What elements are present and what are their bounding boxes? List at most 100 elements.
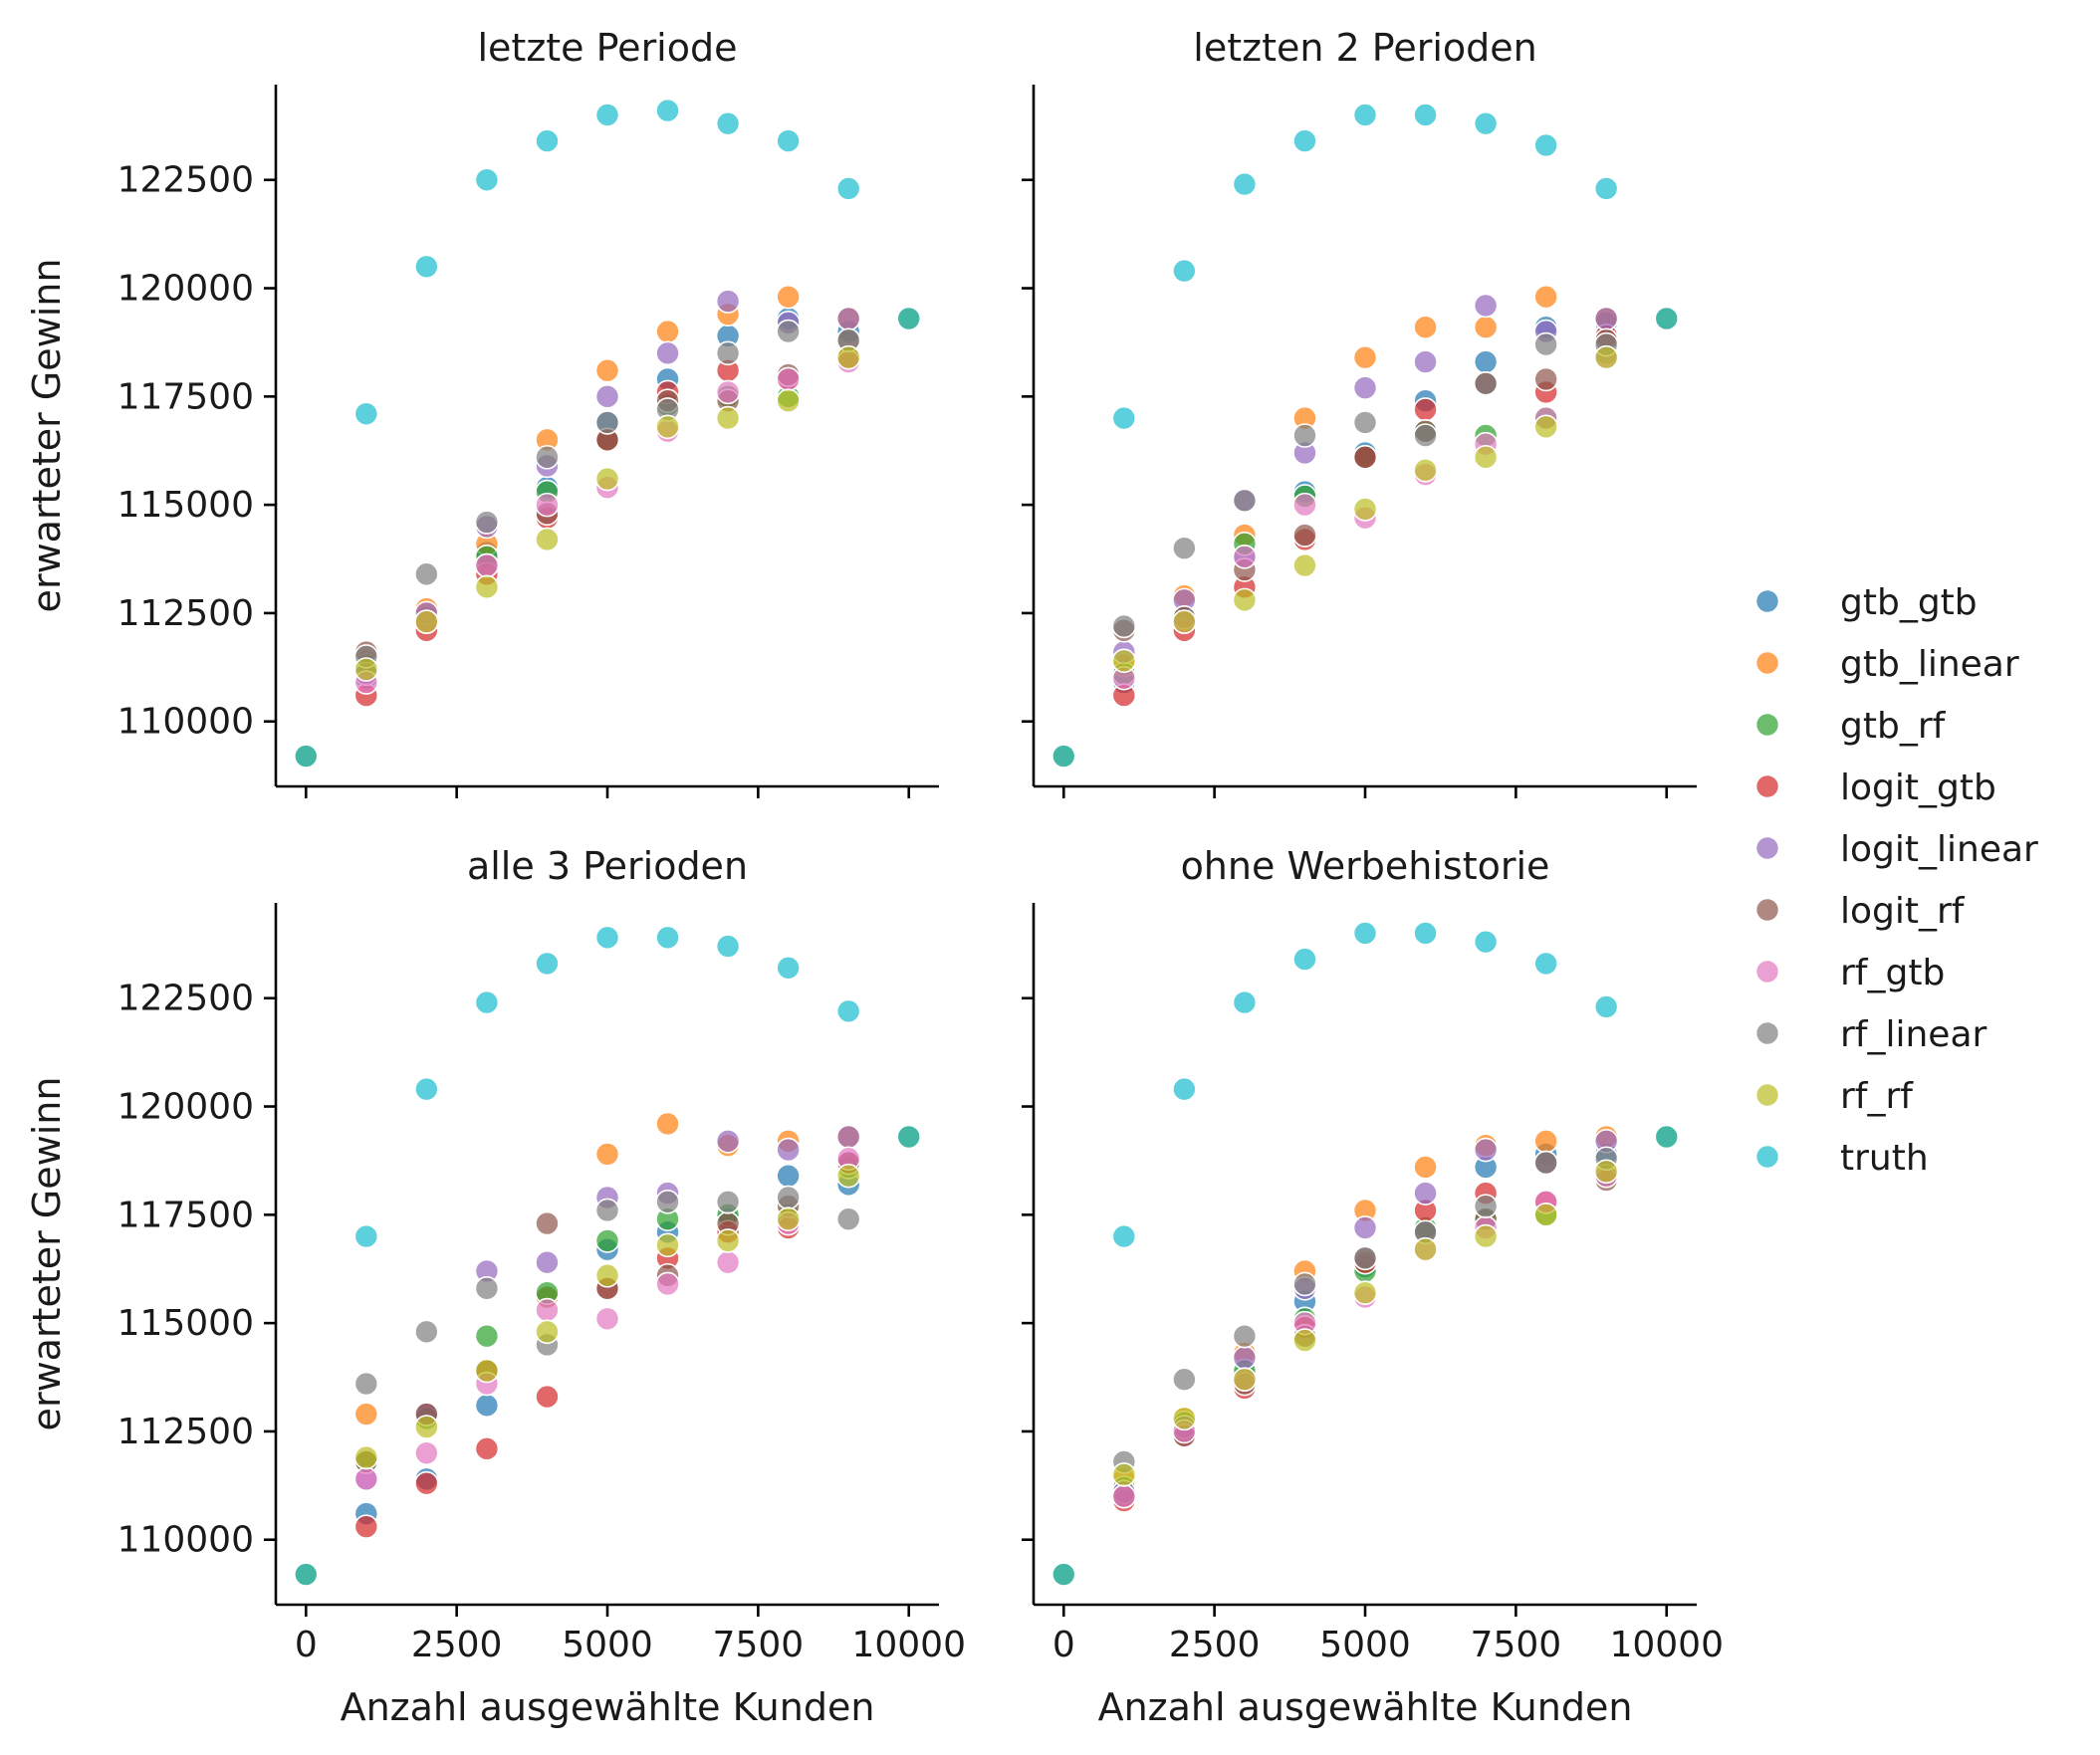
- legend-item-gtb-gtb: gtb_gtb: [1754, 582, 1978, 623]
- data-point-truth: [1292, 947, 1317, 972]
- data-point-rf-rf: [655, 1232, 680, 1258]
- data-point-gtb-linear: [1352, 344, 1378, 370]
- data-point-rf-rf: [1533, 414, 1558, 440]
- legend-item-gtb-linear: gtb_linear: [1754, 644, 2019, 685]
- series-gtb-linear: [293, 284, 922, 768]
- data-point-rf-gtb: [715, 379, 741, 405]
- legend-label: rf_linear: [1840, 1014, 1987, 1055]
- data-point-rf-rf: [535, 527, 560, 552]
- data-point-rf-linear: [1413, 423, 1438, 448]
- data-point-logit-linear: [715, 289, 741, 314]
- data-point-truth: [896, 306, 922, 331]
- data-point-rf-rf: [715, 1228, 741, 1253]
- data-point-rf-linear: [835, 1207, 861, 1231]
- data-point-rf-gtb: [715, 1249, 741, 1275]
- legend-label: rf_rf: [1840, 1076, 1914, 1117]
- data-point-truth: [474, 989, 500, 1015]
- x-tick-label: 0: [1052, 1625, 1075, 1665]
- series-logit-rf: [1050, 1124, 1680, 1587]
- data-point-truth: [776, 955, 801, 981]
- data-point-truth: [1111, 1223, 1137, 1249]
- legend-item-rf-rf: rf_rf: [1754, 1076, 1914, 1117]
- data-point-rf-rf: [776, 388, 801, 413]
- data-point-rf-linear: [655, 1189, 680, 1214]
- data-point-logit-linear: [1352, 375, 1378, 400]
- data-point-logit-linear: [1413, 349, 1438, 374]
- data-point-truth: [1050, 1562, 1076, 1587]
- legend-item-logit-gtb: logit_gtb: [1754, 768, 1996, 808]
- series-logit-linear: [293, 1124, 922, 1587]
- panel-letzten-2-perioden: letzten 2 Perioden: [1022, 26, 1697, 798]
- data-point-truth: [1172, 258, 1197, 284]
- legend-label: rf_gtb: [1840, 953, 1945, 993]
- y-tick-label: 112500: [117, 593, 254, 634]
- legend-label: logit_gtb: [1840, 768, 1996, 808]
- series-gtb-linear: [1050, 1124, 1680, 1587]
- data-point-gtb-linear: [655, 319, 680, 344]
- x-tick-label: 0: [295, 1625, 318, 1665]
- legend-marker: [1754, 1144, 1780, 1170]
- data-point-gtb-linear: [594, 1142, 620, 1167]
- data-point-truth: [535, 128, 560, 153]
- x-tick-label: 10000: [1609, 1625, 1724, 1665]
- data-point-rf-rf: [1111, 1462, 1137, 1487]
- data-point-rf-rf: [835, 1163, 861, 1189]
- y-axis-label: erwarteter Gewinn: [25, 1077, 69, 1431]
- data-point-truth: [1413, 103, 1438, 127]
- legend-item-logit-linear: logit_linear: [1754, 829, 2038, 870]
- data-point-gtb-linear: [776, 284, 801, 310]
- legend-marker: [1754, 588, 1780, 614]
- data-point-rf-rf: [1473, 1223, 1499, 1249]
- data-point-truth: [1533, 951, 1558, 977]
- legend-marker: [1754, 897, 1780, 923]
- data-point-rf-gtb: [655, 1271, 680, 1297]
- data-point-rf-linear: [1172, 536, 1197, 560]
- data-point-rf-linear: [414, 1319, 439, 1345]
- data-point-rf-rf: [1413, 458, 1438, 483]
- data-point-logit-gtb: [474, 1436, 500, 1461]
- data-point-gtb-linear: [655, 1111, 680, 1137]
- data-point-rf-linear: [1533, 1150, 1558, 1176]
- data-point-rf-linear: [715, 340, 741, 366]
- data-point-gtb-linear: [1413, 315, 1438, 340]
- data-point-logit-linear: [535, 1249, 560, 1275]
- data-point-rf-rf: [353, 1444, 379, 1470]
- data-point-truth: [1593, 994, 1619, 1019]
- legend-marker: [1754, 959, 1780, 985]
- series-logit-gtb: [1050, 1124, 1680, 1587]
- data-point-truth: [1352, 103, 1378, 127]
- data-point-truth: [474, 167, 500, 193]
- data-point-logit-rf: [535, 1210, 560, 1236]
- data-point-logit-rf: [1352, 444, 1378, 470]
- y-tick-label: 112500: [117, 1412, 254, 1452]
- series-truth: [1050, 103, 1680, 768]
- series-gtb-rf: [1050, 1124, 1680, 1587]
- data-point-rf-linear: [776, 1185, 801, 1210]
- data-point-truth: [715, 934, 741, 959]
- series-rf-linear: [1050, 1124, 1680, 1587]
- data-point-truth: [1050, 744, 1076, 768]
- panel-alle-3-perioden: alle 3 Perioden 110000 112500 115000 117500 1…: [25, 844, 966, 1729]
- data-point-rf-rf: [1232, 1367, 1258, 1393]
- data-point-rf-linear: [1352, 410, 1378, 435]
- panel-title: letzten 2 Perioden: [1193, 26, 1536, 70]
- data-point-rf-linear: [1473, 1194, 1499, 1218]
- data-point-truth: [1533, 132, 1558, 158]
- data-point-rf-linear: [474, 1276, 500, 1301]
- y-tick-label: 115000: [117, 1303, 254, 1344]
- data-point-logit-rf: [1292, 523, 1317, 548]
- series-rf-linear: [293, 306, 922, 768]
- data-point-gtb-rf: [474, 1323, 500, 1349]
- data-point-rf-rf: [1232, 587, 1258, 613]
- legend-label: gtb_gtb: [1840, 582, 1978, 623]
- data-point-logit-linear: [594, 384, 620, 409]
- data-point-rf-gtb: [594, 1306, 620, 1332]
- data-point-rf-rf: [1593, 1159, 1619, 1185]
- y-tick-label: 110000: [117, 702, 254, 743]
- data-point-rf-linear: [1352, 1245, 1378, 1271]
- data-point-rf-rf: [414, 1415, 439, 1439]
- data-point-rf-rf: [1172, 1406, 1197, 1431]
- y-tick-label: 122500: [117, 160, 254, 201]
- legend-item-logit-rf: logit_rf: [1754, 891, 1966, 932]
- data-point-gtb-linear: [1533, 1129, 1558, 1154]
